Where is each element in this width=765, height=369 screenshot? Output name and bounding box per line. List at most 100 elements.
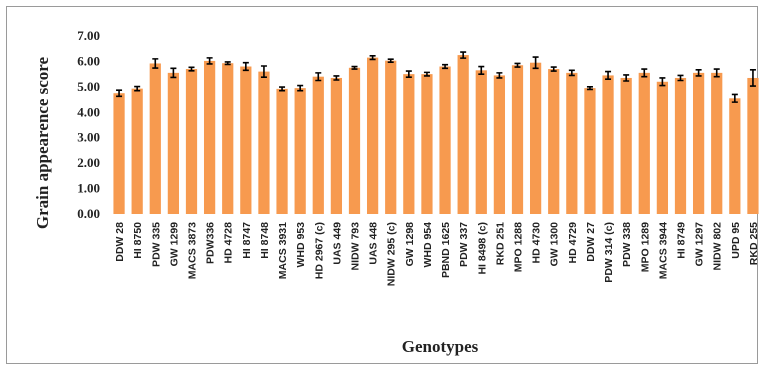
y-tick-label: 2.00 [77,155,100,170]
x-tick-label: UAS 448 [368,222,380,265]
bar [240,66,252,214]
y-tick-label: 5.00 [77,79,100,94]
error-bar [423,71,430,77]
bar [222,63,234,214]
x-tick-label: WHD 954 [422,222,434,268]
x-tick-label: PDW 337 [458,222,470,267]
bar [131,88,143,214]
bar [185,69,198,214]
x-tick-label: MPO 1288 [513,222,525,272]
bar [457,55,469,215]
error-bar [605,70,612,81]
x-tick-label: RKD 251 [494,222,506,265]
error-bar [568,69,575,77]
error-bar [749,69,756,87]
x-tick-label: HD 4729 [567,222,579,264]
bar [692,72,705,214]
error-bar [496,72,503,79]
x-tick-label: HI 8748 [259,222,271,259]
error-bar [116,89,123,98]
bar [439,66,451,214]
x-tick-label: HD 2967 (c) [313,222,325,279]
x-tick-label: UAS 449 [331,222,343,265]
y-tick-label: 1.00 [77,181,100,196]
bar [258,71,270,214]
x-tick-label: NIDW 802 [712,222,724,271]
error-bar [659,77,666,87]
bar [729,98,741,214]
x-tick-label: MACS 3944 [657,222,669,279]
bar [747,77,759,214]
error-bar [315,72,322,82]
x-tick-label: MACS 3873 [187,222,199,279]
x-axis-ticks: DDW 28 HI 8750 PDW 335 GW 1299 MACS 3873 PDW3… [114,222,760,286]
x-tick-label: HI 8498 (c) [476,222,488,275]
error-bar [586,86,593,91]
error-bar [460,51,467,59]
error-bar [713,68,720,78]
bar [149,63,161,214]
bar [529,62,542,215]
x-tick-label: HI 8747 [241,222,253,259]
bar [511,65,524,214]
error-bar [279,86,286,92]
bar [674,77,687,214]
x-tick-label: MPO 1289 [639,222,651,272]
bar [276,88,288,214]
x-tick-label: WHD 953 [295,222,307,268]
error-bar [224,61,231,66]
error-bar [297,84,304,92]
error-bar [152,58,159,69]
bar [566,72,578,214]
error-bar [623,74,630,82]
x-tick-label: PBND 1625 [440,222,452,278]
error-bar [532,56,539,70]
error-bar [641,68,648,78]
error-bar [514,62,521,68]
error-bar [134,85,141,92]
bar [203,60,216,214]
y-tick-label: 0.00 [77,206,100,221]
x-tick-label: RKD 255 [748,222,760,265]
x-tick-label: HD 4730 [531,222,543,264]
x-tick-label: GW 1299 [168,222,180,267]
bar [548,69,560,214]
error-bar [170,67,177,79]
bar [403,74,415,215]
bar [584,88,596,214]
bar [167,72,180,214]
y-axis-ticks: 0.00 1.00 2.00 3.00 4.00 5.00 6.00 7.00 [77,28,100,221]
x-tick-label: UPD 95 [730,222,742,259]
bar [294,88,306,214]
bar [493,75,506,215]
error-bar [260,65,267,78]
error-bar [333,75,340,81]
x-tick-label: DDW 27 [585,222,597,262]
x-tick-label: HI 8750 [132,222,144,259]
x-tick-label: NIDW 295 (c) [386,222,398,286]
bar [638,72,650,214]
y-tick-label: 7.00 [77,28,100,43]
y-tick-label: 4.00 [77,104,100,119]
bar [475,70,487,214]
x-tick-label: PDW 314 (c) [603,222,615,283]
error-bar [206,57,213,65]
bar [330,77,343,214]
bar [620,77,632,214]
error-bar [442,63,449,70]
bar [385,60,397,215]
bar [312,76,324,214]
bar [348,67,361,215]
bar [656,81,669,215]
error-bar [731,93,738,103]
error-bar [188,66,195,72]
x-tick-label: HI 8749 [676,222,688,259]
x-tick-label: PDW336 [205,222,217,264]
error-bar [369,55,376,61]
bar [113,93,125,214]
error-bar [405,70,412,78]
error-bar [478,65,485,75]
error-bar [242,61,249,72]
x-tick-label: GW 1300 [549,222,561,267]
